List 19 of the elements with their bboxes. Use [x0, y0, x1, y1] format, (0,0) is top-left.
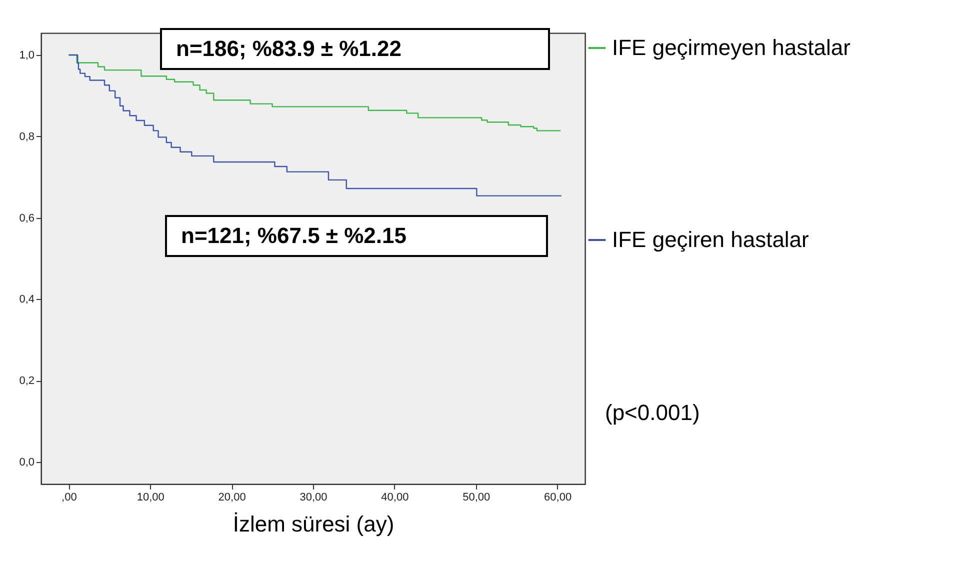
y-tick-label: 0,4: [19, 294, 34, 306]
text-box: n=186; %83.9 ± %1.22: [160, 28, 550, 70]
x-tick-label: 20,00: [218, 492, 246, 504]
x-tick-label: 60,00: [544, 492, 572, 504]
text-box: n=121; %67.5 ± %2.15: [165, 215, 548, 257]
y-tick-label: 0,0: [19, 456, 34, 469]
x-tick-label: 40,00: [381, 492, 409, 504]
y-tick-label: 0,6: [19, 212, 34, 224]
x-tick-label: ,00: [62, 492, 77, 504]
legend-label: IFE geçiren hastalar: [612, 227, 809, 252]
x-tick-label: 30,00: [300, 492, 328, 504]
x-axis-title: İzlem süresi (ay): [232, 512, 394, 536]
y-tick-label: 0,2: [19, 375, 34, 388]
text: (p<0.001): [605, 400, 700, 426]
legend-label: IFE geçirmeyen hastalar: [612, 35, 850, 60]
y-tick-label: 0,8: [19, 130, 34, 143]
y-tick-label: 1,0: [19, 49, 34, 62]
x-tick-label: 50,00: [462, 492, 490, 504]
x-tick-label: 10,00: [136, 492, 164, 504]
